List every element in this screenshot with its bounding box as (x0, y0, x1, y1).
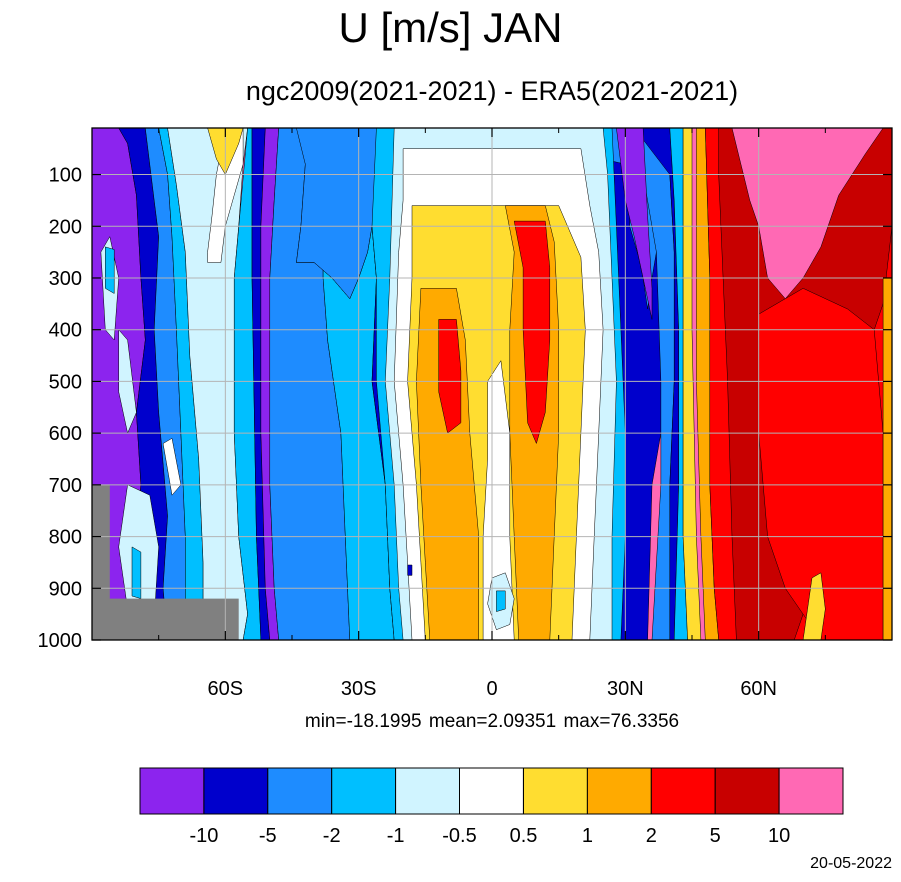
x-tick-label-2: 0 (486, 678, 497, 700)
colorbar-label-4: -0.5 (442, 825, 476, 847)
colorbar-box-10 (778, 767, 844, 815)
y-tick-labels: 100 200 300 400 500 600 700 800 900 1000 (38, 165, 83, 652)
colorbar-box-5 (459, 767, 524, 815)
colorbar-label-2: -2 (323, 825, 341, 847)
contour-region-36 (758, 288, 884, 640)
x-tick-label-1: 30S (341, 678, 377, 700)
colorbar-label-5: 0.5 (510, 825, 538, 847)
contour-region-38 (882, 277, 892, 640)
contour-region-35 (731, 128, 884, 299)
y-tick-label-7: 800 (49, 527, 82, 549)
x-tick-label-4: 60N (740, 678, 777, 700)
colorbar-box-7 (586, 767, 652, 815)
tick-layer (92, 128, 892, 641)
contour-region-44 (407, 564, 413, 576)
y-tick-label-3: 400 (49, 320, 82, 342)
y-tick-label-5: 600 (49, 423, 82, 445)
x-tick-label-3: 30N (607, 678, 644, 700)
y-tick-label-0: 100 (49, 165, 82, 187)
colorbar-label-6: 1 (582, 825, 593, 847)
contour-region-20 (416, 288, 479, 640)
x-tick-label-0: 60S (208, 678, 244, 700)
contour-region-43 (131, 546, 142, 599)
contour-region-37 (802, 572, 826, 640)
colorbar-box-0 (139, 767, 205, 815)
contour-fill-layer (92, 128, 892, 640)
colorbar-label-3: -1 (387, 825, 405, 847)
contour-region-41 (105, 246, 115, 294)
y-tick-label-6: 700 (49, 475, 82, 497)
contour-region-5 (167, 128, 248, 640)
grid-layer (92, 128, 892, 641)
colorbar-box-3 (331, 767, 397, 815)
stats-line: min=-18.1995 mean=2.09351 max=76.3356 (304, 711, 680, 732)
colorbar-label-1: -5 (259, 825, 277, 847)
y-tick-label-4: 500 (49, 371, 82, 393)
contour-region-21 (438, 319, 462, 434)
colorbar-box-9 (714, 767, 780, 815)
colorbar (139, 767, 844, 815)
date-stamp: 20-05-2022 (810, 855, 892, 872)
y-tick-label-8: 900 (49, 578, 82, 600)
y-tick-label-2: 300 (49, 268, 82, 290)
colorbar-label-9: 10 (768, 825, 790, 847)
colorbar-label-8: 5 (710, 825, 721, 847)
contour-region-23 (513, 220, 551, 444)
contour-region-26 (496, 590, 506, 612)
colorbar-box-2 (267, 767, 333, 815)
chart-subtitle: ngc2009(2021-2021) - ERA5(2021-2021) (245, 76, 739, 106)
colorbar-box-8 (650, 767, 716, 815)
colorbar-box-6 (523, 767, 588, 815)
y-tick-label-9: 1000 (38, 630, 83, 652)
chart-title: U [m/s] JAN (338, 4, 563, 51)
colorbar-box-4 (395, 767, 461, 815)
colorbar-label-7: 2 (646, 825, 657, 847)
colorbar-box-1 (203, 767, 269, 815)
y-tick-label-1: 200 (49, 216, 82, 238)
x-tick-labels: 60S 30S 0 30N 60N (208, 678, 777, 700)
colorbar-labels: -10 -5 -2 -1 -0.5 0.5 1 2 5 10 (189, 825, 790, 847)
colorbar-label-0: -10 (189, 825, 218, 847)
missing-data-region-0 (92, 484, 239, 640)
